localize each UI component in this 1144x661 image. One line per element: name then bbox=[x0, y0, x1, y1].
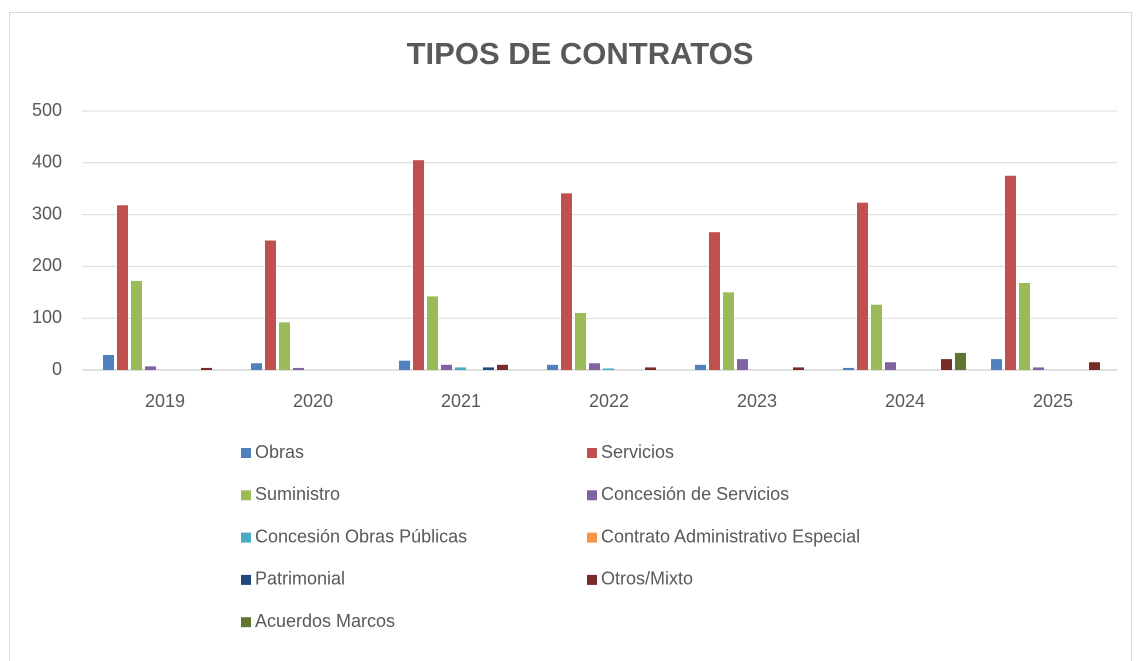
legend-swatch bbox=[241, 617, 251, 628]
bar bbox=[455, 367, 466, 370]
legend-label: Contrato Administrativo Especial bbox=[601, 526, 860, 546]
bar bbox=[279, 322, 290, 370]
legend-swatch bbox=[587, 532, 597, 543]
bar bbox=[1019, 282, 1030, 370]
legend-swatch bbox=[587, 448, 597, 458]
y-tick-label: 400 bbox=[32, 152, 62, 172]
legend-label: Patrimonial bbox=[255, 569, 345, 589]
x-tick-label: 2024 bbox=[885, 391, 925, 411]
bar bbox=[737, 359, 748, 370]
bar bbox=[645, 367, 656, 370]
bar bbox=[441, 364, 452, 370]
x-tick-label: 2023 bbox=[737, 391, 777, 411]
legend-swatch bbox=[241, 448, 251, 458]
bar bbox=[399, 360, 410, 370]
bar bbox=[723, 292, 734, 370]
bar bbox=[131, 280, 142, 370]
bar bbox=[991, 359, 1002, 370]
y-tick-label: 100 bbox=[32, 307, 62, 327]
bar bbox=[695, 364, 706, 370]
bar bbox=[843, 367, 854, 370]
y-tick-label: 0 bbox=[52, 359, 62, 379]
x-tick-label: 2020 bbox=[293, 391, 333, 411]
bar bbox=[857, 202, 868, 370]
legend-label: Acuerdos Marcos bbox=[255, 611, 395, 631]
bar bbox=[793, 367, 804, 370]
y-tick-label: 300 bbox=[32, 203, 62, 223]
bar bbox=[497, 364, 508, 370]
bar bbox=[483, 367, 494, 370]
bar bbox=[103, 354, 114, 370]
bar bbox=[871, 304, 882, 370]
chart-frame bbox=[9, 12, 1132, 661]
bar bbox=[1005, 175, 1016, 370]
bar bbox=[941, 359, 952, 370]
bar bbox=[709, 232, 720, 370]
bar bbox=[117, 205, 128, 370]
legend-label: Concesión Obras Públicas bbox=[255, 526, 467, 546]
bar bbox=[575, 313, 586, 370]
bar bbox=[201, 367, 212, 370]
bar bbox=[589, 363, 600, 370]
legend-label: Suministro bbox=[255, 484, 340, 504]
x-tick-label: 2019 bbox=[145, 391, 185, 411]
legend-label: Obras bbox=[255, 442, 304, 462]
chart-title: TIPOS DE CONTRATOS bbox=[407, 36, 754, 71]
legend-label: Servicios bbox=[601, 442, 674, 462]
bar bbox=[885, 362, 896, 370]
bar bbox=[1033, 367, 1044, 370]
bar bbox=[603, 368, 614, 370]
bar bbox=[547, 364, 558, 370]
bar bbox=[1089, 362, 1100, 370]
legend-swatch bbox=[241, 532, 251, 543]
bar bbox=[561, 193, 572, 370]
legend-swatch bbox=[587, 490, 597, 501]
bar bbox=[955, 352, 966, 370]
legend-label: Otros/Mixto bbox=[601, 569, 693, 589]
x-tick-label: 2022 bbox=[589, 391, 629, 411]
bar bbox=[145, 366, 156, 370]
y-tick-label: 500 bbox=[32, 100, 62, 120]
bar bbox=[413, 160, 424, 370]
x-tick-label: 2021 bbox=[441, 391, 481, 411]
legend-swatch bbox=[241, 574, 251, 585]
x-tick-label: 2025 bbox=[1033, 391, 1073, 411]
bar bbox=[293, 367, 304, 370]
y-tick-label: 200 bbox=[32, 255, 62, 275]
bar bbox=[427, 296, 438, 370]
legend-swatch bbox=[241, 490, 251, 501]
bar bbox=[251, 363, 262, 370]
legend-label: Concesión de Servicios bbox=[601, 484, 789, 504]
bar bbox=[265, 240, 276, 370]
legend-swatch bbox=[587, 574, 597, 585]
